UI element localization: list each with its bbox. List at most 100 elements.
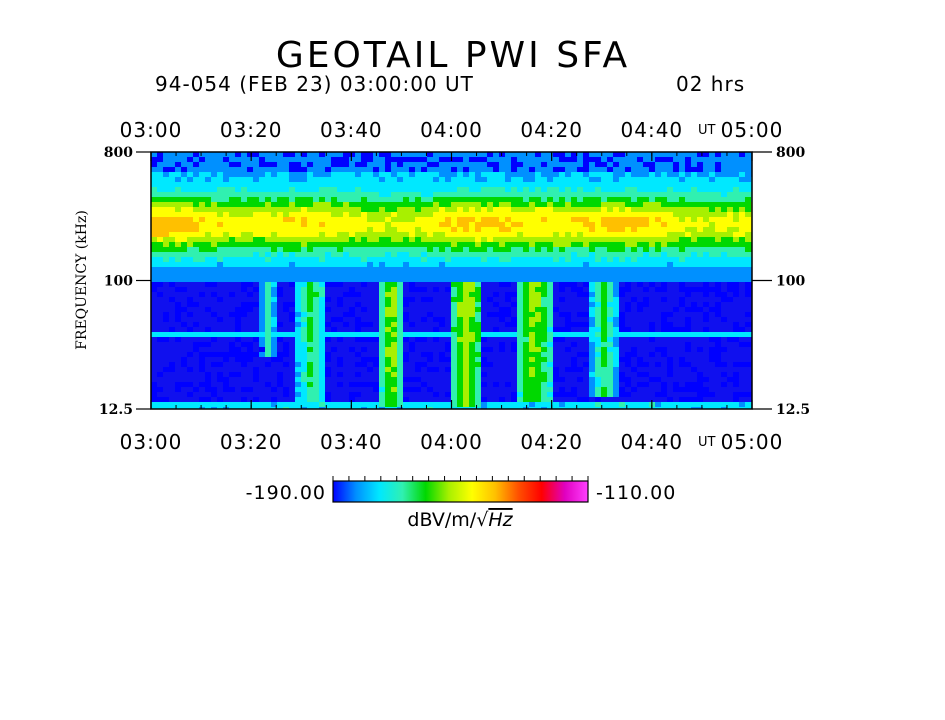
- spectrogram-cell: [595, 397, 601, 402]
- spectrogram-cell: [487, 312, 493, 317]
- spectrogram-cell: [391, 397, 397, 402]
- spectrogram-cell: [613, 292, 619, 297]
- spectrogram-cell: [703, 387, 709, 392]
- spectrogram-cell: [283, 342, 289, 347]
- spectrogram-cell: [457, 327, 463, 332]
- spectrogram-cell: [625, 167, 631, 172]
- spectrogram-cell: [211, 392, 217, 397]
- spectrogram-cell: [691, 232, 697, 237]
- spectrogram-cell: [715, 337, 721, 342]
- spectrogram-cell: [295, 317, 301, 322]
- spectrogram-cell: [433, 192, 439, 197]
- spectrogram-cell: [529, 202, 535, 207]
- spectrogram-cell: [295, 217, 301, 222]
- spectrogram-cell: [313, 357, 319, 362]
- spectrogram-cell: [475, 397, 481, 402]
- spectrogram-cell: [715, 192, 721, 197]
- spectrogram-cell: [361, 407, 367, 409]
- spectrogram-cell: [679, 187, 685, 192]
- spectrogram-cell: [313, 352, 319, 357]
- spectrogram-cell: [301, 207, 307, 212]
- spectrogram-cell: [451, 302, 457, 307]
- y-tick-label-right: 100: [776, 274, 805, 290]
- spectrogram-cell: [661, 242, 667, 247]
- spectrogram-cell: [397, 262, 403, 267]
- spectrogram-cell: [655, 212, 661, 217]
- spectrogram-cell: [649, 202, 655, 207]
- spectrogram-cell: [379, 362, 385, 367]
- spectrogram-cell: [487, 267, 493, 272]
- spectrogram-cell: [319, 192, 325, 197]
- spectrogram-cell: [529, 347, 535, 352]
- spectrogram-cell: [625, 407, 631, 409]
- spectrogram-cell: [637, 257, 643, 262]
- spectrogram-cell: [439, 217, 445, 222]
- spectrogram-cell: [289, 172, 295, 177]
- spectrogram-cell: [625, 377, 631, 382]
- spectrogram-cell: [481, 197, 487, 202]
- spectrogram-cell: [331, 222, 337, 227]
- spectrogram-cell: [697, 277, 703, 282]
- spectrogram-cell: [271, 252, 277, 257]
- spectrogram-cell: [415, 197, 421, 202]
- colorbar-ticks: [332, 476, 589, 481]
- spectrogram-cell: [529, 187, 535, 192]
- spectrogram-cell: [229, 157, 235, 162]
- spectrogram-cell: [217, 177, 223, 182]
- spectrogram-cell: [211, 337, 217, 342]
- spectrogram-cell: [703, 332, 709, 337]
- spectrogram-cell: [367, 217, 373, 222]
- spectrogram-cell: [187, 227, 193, 232]
- spectrogram-cell: [301, 372, 307, 377]
- spectrogram-area: [150, 151, 753, 410]
- spectrogram-cell: [373, 362, 379, 367]
- spectrogram-cell: [265, 187, 271, 192]
- spectrogram-cell: [571, 192, 577, 197]
- spectrogram-cell: [163, 182, 169, 187]
- spectrogram-cell: [277, 177, 283, 182]
- spectrogram-cell: [391, 317, 397, 322]
- spectrogram-cell: [649, 327, 655, 332]
- spectrogram-cell: [307, 157, 313, 162]
- spectrogram-cell: [607, 162, 613, 167]
- spectrogram-cell: [559, 232, 565, 237]
- spectrogram-cell: [547, 207, 553, 212]
- spectrogram-cell: [697, 192, 703, 197]
- spectrogram-cell: [685, 222, 691, 227]
- spectrogram-cell: [247, 407, 253, 409]
- spectrogram-cell: [619, 292, 625, 297]
- spectrogram-cell: [439, 197, 445, 202]
- spectrogram-cell: [421, 242, 427, 247]
- spectrogram-cell: [601, 212, 607, 217]
- spectrogram-cell: [421, 217, 427, 222]
- spectrogram-cell: [235, 202, 241, 207]
- spectrogram-cell: [295, 342, 301, 347]
- spectrogram-cell: [223, 382, 229, 387]
- spectrogram-cell: [451, 317, 457, 322]
- spectrogram-cell: [463, 192, 469, 197]
- spectrogram-cell: [619, 332, 625, 337]
- spectrogram-cell: [367, 202, 373, 207]
- spectrogram-cell: [565, 177, 571, 182]
- spectrogram-cell: [745, 182, 751, 187]
- spectrogram-cell: [397, 352, 403, 357]
- spectrogram-cell: [463, 252, 469, 257]
- spectrogram-cell: [391, 217, 397, 222]
- spectrogram-cell: [481, 182, 487, 187]
- spectrogram-cell: [373, 227, 379, 232]
- spectrogram-cell: [379, 262, 385, 267]
- spectrogram-cell: [481, 337, 487, 342]
- spectrogram-cell: [529, 362, 535, 367]
- spectrogram-cell: [493, 182, 499, 187]
- spectrogram-cell: [745, 292, 751, 297]
- spectrogram-cell: [691, 192, 697, 197]
- spectrogram-cell: [535, 172, 541, 177]
- spectrogram-cell: [385, 287, 391, 292]
- spectrogram-cell: [697, 257, 703, 262]
- spectrogram-cell: [457, 322, 463, 327]
- spectrogram-cell: [361, 237, 367, 242]
- spectrogram-cell: [277, 187, 283, 192]
- spectrogram-cell: [403, 237, 409, 242]
- spectrogram-cell: [679, 242, 685, 247]
- spectrogram-cell: [235, 222, 241, 227]
